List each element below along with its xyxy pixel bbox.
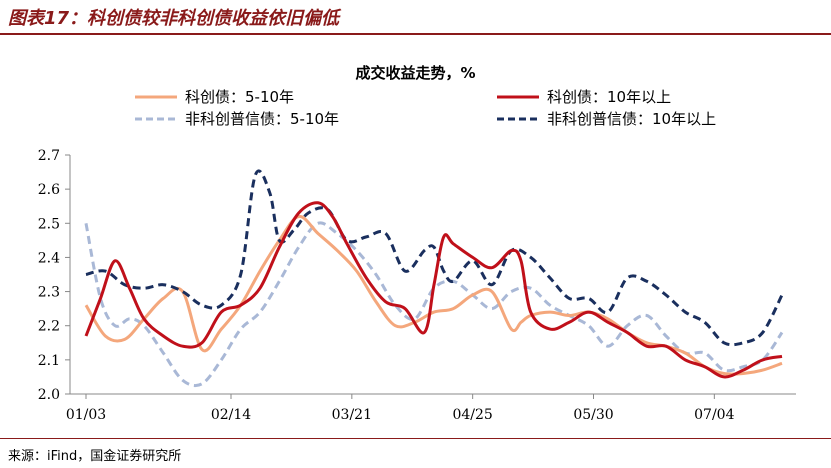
series-line-3 (85, 169, 784, 347)
x-tick-label: 03/21 (332, 407, 372, 423)
y-tick-label: 2.3 (38, 285, 60, 301)
y-tick-label: 2.1 (38, 353, 60, 369)
figure-title: 图表17：科创债较非科创债收益依旧偏低 (8, 8, 340, 29)
legend-item: 非科创普信债：5-10年 (135, 108, 339, 129)
legend-swatch (497, 117, 539, 120)
x-tick-label: 04/25 (452, 407, 492, 423)
y-tick-label: 2.0 (38, 387, 60, 403)
y-tick-label: 2.2 (38, 319, 60, 335)
source-note: 来源：iFind，国金证券研究所 (8, 449, 182, 464)
y-tick-label: 2.7 (38, 148, 60, 164)
x-tick-label: 01/03 (66, 407, 106, 423)
series-line-2 (84, 221, 784, 388)
y-tick-label: 2.6 (38, 182, 60, 198)
legend-label: 非科创普信债：10年以上 (547, 110, 717, 128)
y-tick-label: 2.4 (38, 250, 60, 266)
chart-title: 成交收益走势，% (355, 64, 476, 82)
chart-legend: 科创债：5-10年 科创债：10年以上 非科创普信债：5-10年 非科创普信债：… (0, 0, 831, 140)
legend-label: 科创债：10年以上 (547, 88, 672, 106)
legend-swatch (135, 95, 177, 98)
legend-swatch (135, 117, 177, 120)
legend-swatch (497, 95, 539, 98)
legend-label: 非科创普信债：5-10年 (185, 110, 340, 128)
x-tick-label: 07/04 (694, 407, 734, 423)
series-line-1 (84, 201, 783, 379)
x-tick-label: 02/14 (211, 407, 251, 423)
source-divider (0, 438, 831, 439)
y-tick-label: 2.5 (38, 216, 60, 232)
x-tick-label: 05/30 (573, 407, 613, 423)
legend-label: 科创债：5-10年 (185, 88, 295, 106)
legend-item: 非科创普信债：10年以上 (497, 108, 716, 129)
title-divider (0, 33, 831, 35)
series-line-0 (84, 214, 783, 376)
legend-item: 科创债：5-10年 (135, 86, 294, 107)
legend-item: 科创债：10年以上 (497, 86, 671, 107)
